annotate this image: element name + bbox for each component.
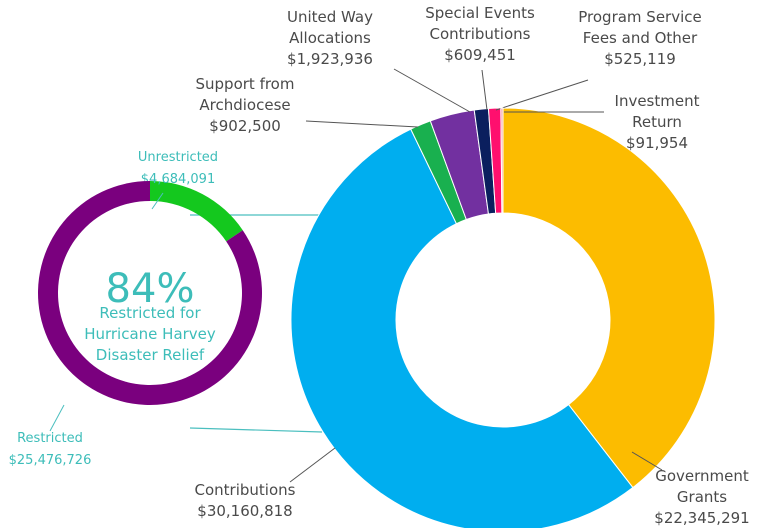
category-label: Unrestricted xyxy=(138,150,218,165)
value-label: $30,160,818 xyxy=(197,502,292,520)
leader-line xyxy=(49,404,65,432)
leader-line xyxy=(305,120,419,128)
center-percent: 84% xyxy=(106,266,195,312)
donut-segment xyxy=(500,107,504,214)
value-label: $525,119 xyxy=(604,50,676,68)
category-label: Restricted xyxy=(17,431,83,446)
value-label: $91,954 xyxy=(626,134,688,152)
donut-segment xyxy=(150,181,243,242)
category-label: United Way Allocations xyxy=(287,8,373,47)
value-label: $902,500 xyxy=(209,117,281,135)
category-label: Contributions xyxy=(195,481,296,499)
value-label: $609,451 xyxy=(444,46,516,64)
center-caption: Restricted for Hurricane Harvey Disaster R… xyxy=(84,304,216,364)
leader-line xyxy=(481,69,488,111)
leader-line xyxy=(393,68,471,113)
category-label: Support from Archdiocese xyxy=(196,75,295,114)
leader-line xyxy=(631,451,663,471)
leader-line xyxy=(289,447,336,483)
value-label: $22,345,291 xyxy=(654,509,749,527)
donut-segment xyxy=(290,128,634,528)
donut-segment xyxy=(502,107,716,489)
value-label: $4,684,091 xyxy=(141,172,215,187)
category-label: Government Grants xyxy=(655,467,749,506)
category-label: Investment Return xyxy=(615,92,700,131)
connector xyxy=(189,427,323,433)
value-label: $1,923,936 xyxy=(287,50,373,68)
leader-line xyxy=(151,192,164,210)
category-label: Program Service Fees and Other xyxy=(578,8,702,47)
category-label: Special Events Contributions xyxy=(425,4,535,43)
leader-line xyxy=(495,79,589,111)
value-label: $25,476,726 xyxy=(9,453,92,468)
